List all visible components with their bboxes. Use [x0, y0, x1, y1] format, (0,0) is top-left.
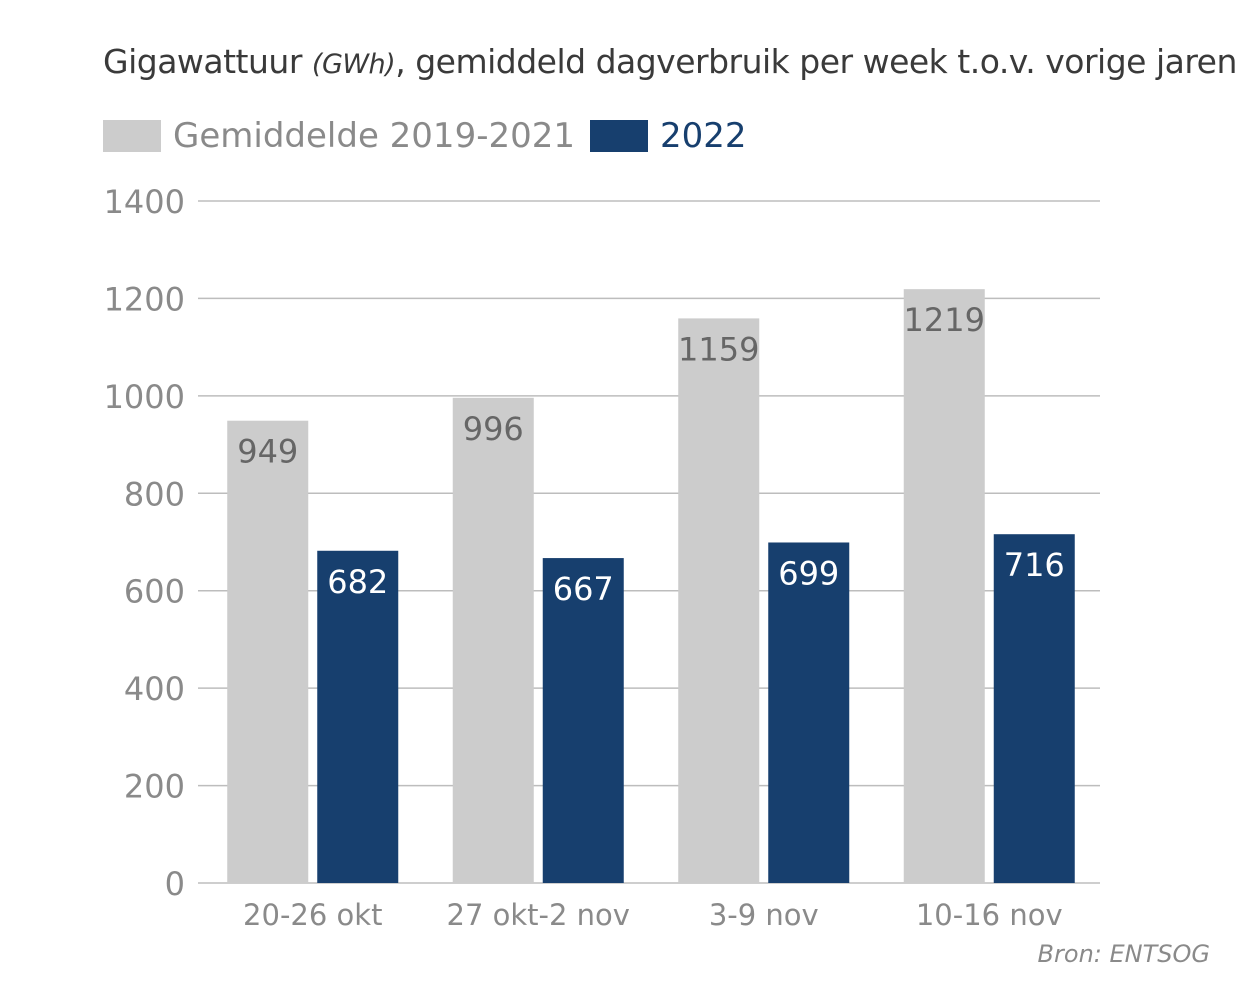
chart-title: Gigawattuur (GWh), gemiddeld dagverbruik…	[103, 42, 1237, 81]
title-rest: , gemiddeld dagverbruik per week t.o.v. …	[395, 42, 1237, 81]
data-label-2022: 716	[1004, 546, 1065, 584]
y-tick-label: 1000	[104, 378, 185, 416]
x-tick-label: 10-16 nov	[916, 898, 1063, 932]
legend-swatch-2022	[590, 120, 648, 152]
data-label-2022: 667	[553, 570, 614, 608]
data-label-gemiddelde: 1219	[904, 301, 985, 339]
bar-2022	[317, 550, 399, 883]
bar-2022	[768, 542, 850, 883]
data-label-2022: 699	[778, 554, 839, 592]
bar-2022	[542, 558, 624, 883]
y-tick-label: 400	[124, 670, 185, 708]
data-label-gemiddelde: 996	[463, 410, 524, 448]
legend-swatch-gemiddelde	[103, 120, 161, 152]
y-tick-label: 0	[165, 865, 185, 903]
legend-label-gemiddelde: Gemiddelde 2019-2021	[173, 116, 575, 156]
source-note: Bron: ENTSOG	[1037, 940, 1210, 968]
title-main: Gigawattuur	[103, 42, 302, 81]
bar-gemiddelde	[903, 289, 985, 883]
x-tick-label: 20-26 okt	[243, 898, 382, 932]
data-label-gemiddelde: 1159	[678, 330, 759, 368]
bar-gemiddelde	[678, 318, 760, 883]
bar-gemiddelde	[452, 397, 534, 883]
y-tick-label: 800	[124, 475, 185, 513]
data-label-2022: 682	[327, 563, 388, 601]
x-tick-label: 27 okt-2 nov	[447, 898, 630, 932]
bar-gemiddelde	[227, 420, 309, 883]
x-tick-label: 3-9 nov	[709, 898, 819, 932]
data-label-gemiddelde: 949	[237, 433, 298, 471]
y-tick-label: 600	[124, 573, 185, 611]
y-tick-label: 1200	[104, 280, 185, 318]
bar-2022	[993, 534, 1075, 883]
y-tick-label: 1400	[104, 183, 185, 221]
legend-label-2022: 2022	[660, 116, 747, 156]
y-tick-label: 200	[124, 768, 185, 806]
title-unit: (GWh)	[311, 49, 396, 80]
